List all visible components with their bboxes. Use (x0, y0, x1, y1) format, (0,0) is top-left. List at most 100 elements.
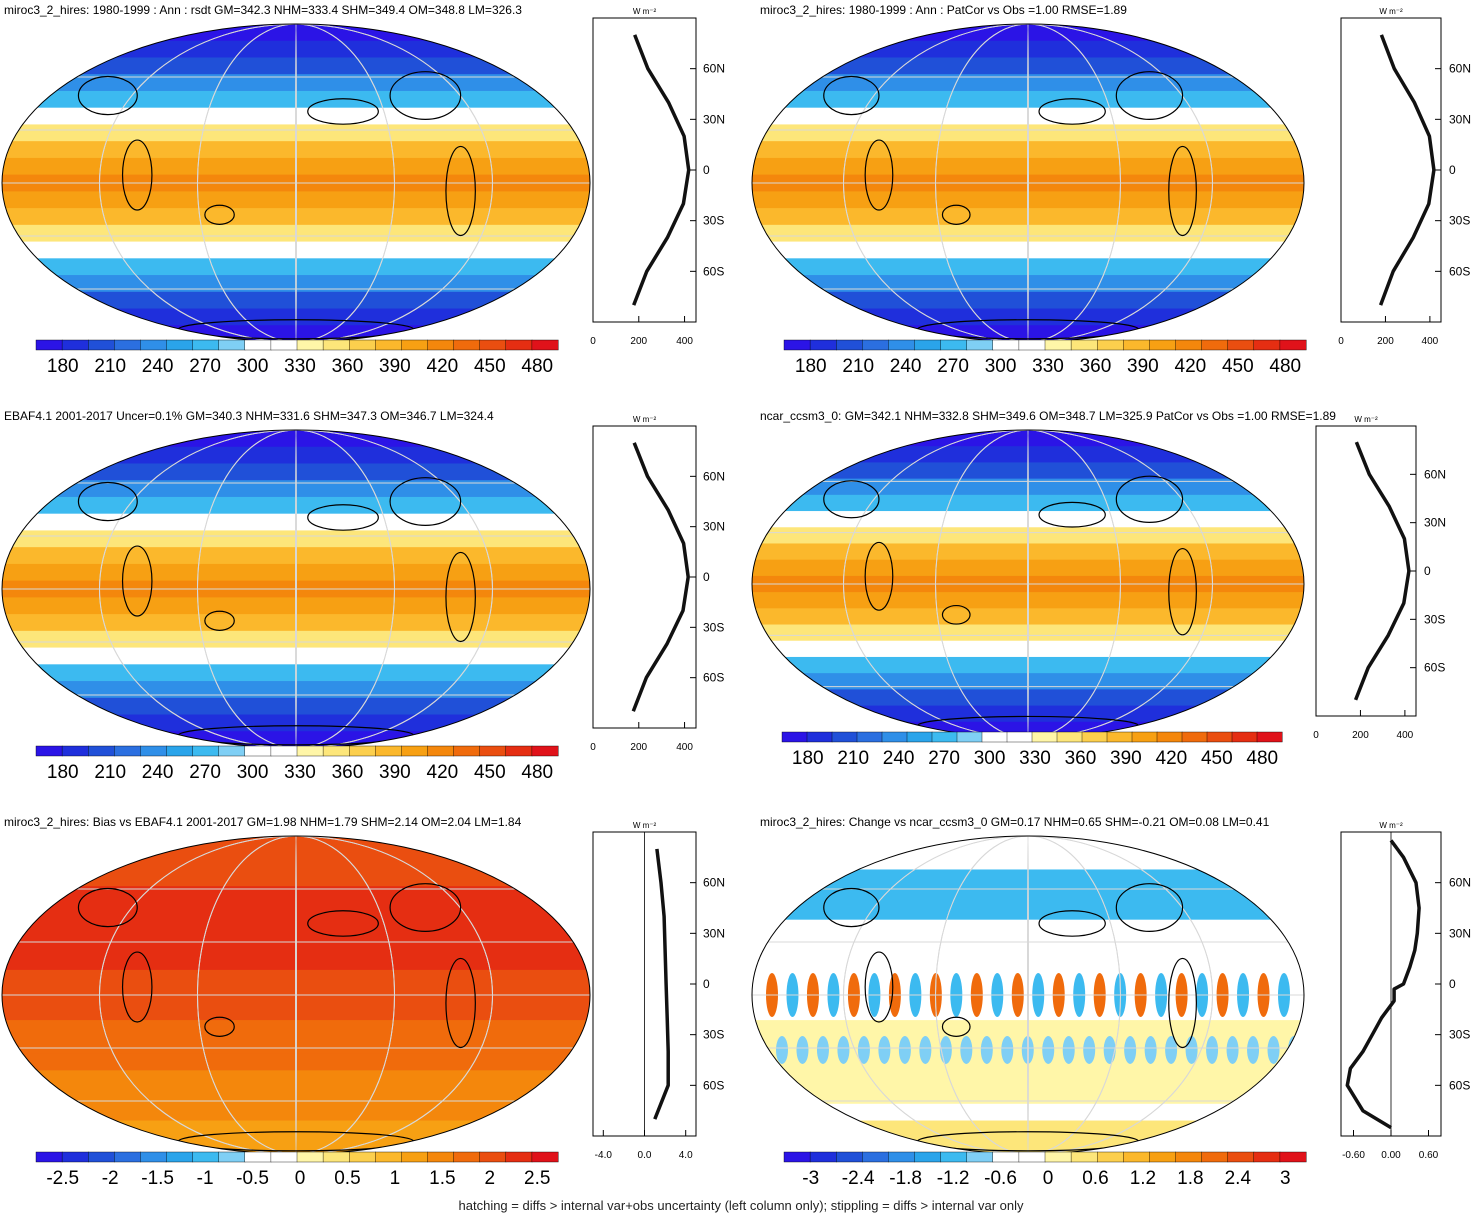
panel-p3: EBAF4.1 2001-2017 Uncer=0.1% GM=340.3 NH… (1, 409, 725, 783)
colorbar-label: 390 (379, 762, 411, 783)
colorbar-swatch (296, 1151, 324, 1163)
colorbar-swatch (166, 745, 194, 757)
colorbar-swatch (1123, 339, 1150, 351)
zonal-profile: W m⁻² 0 200 400 60N 30N 0 30S 60S (590, 7, 725, 347)
profile-lat-label: 30S (1449, 1028, 1470, 1042)
colorbar-swatch (1279, 339, 1307, 351)
colorbar-label: 210 (94, 762, 126, 783)
profile-xtick-label: 200 (630, 742, 647, 753)
graticule-lon (843, 24, 1213, 342)
colorbar-swatch (1253, 1151, 1281, 1163)
colorbar-label: 450 (474, 356, 506, 377)
colorbar-label: 1.2 (1130, 1168, 1156, 1189)
colorbar-swatch (1070, 339, 1098, 351)
colorbar-swatch (809, 1151, 837, 1163)
colorbar-label: 390 (379, 356, 411, 377)
profile-lat-label: 0 (703, 570, 710, 584)
colorbar-swatch (956, 731, 983, 743)
profile-lat-label: 60N (1449, 62, 1471, 76)
profile-lat-label: 0 (1449, 163, 1456, 177)
colorbar-label: -2.5 (46, 1168, 79, 1189)
graticule-lon (99, 836, 493, 1154)
colorbar-swatch (35, 1151, 63, 1163)
colorbar-swatch (244, 339, 272, 351)
colorbar-swatch (940, 339, 968, 351)
profile-lat-label: 60S (1449, 1078, 1470, 1092)
colorbar-label: 480 (521, 762, 553, 783)
colorbar-swatch (35, 745, 63, 757)
map-anomaly (980, 1036, 993, 1064)
colorbar-swatch (479, 339, 507, 351)
colorbar-label: -1 (197, 1168, 214, 1189)
colorbar-swatch (783, 339, 811, 351)
continent-outline (1038, 501, 1106, 528)
graticule-lon (295, 836, 297, 1154)
profile-units: W m⁻² (1354, 415, 1378, 424)
colorbar-label: -2.4 (842, 1168, 875, 1189)
profile-lat-label: 0 (1424, 564, 1431, 578)
colorbar-label: 2.4 (1225, 1168, 1252, 1189)
profile-xtick-label: 0.60 (1419, 1150, 1439, 1161)
continent-outline (307, 98, 379, 125)
graticule-lon (1027, 24, 1029, 342)
colorbar-swatch (453, 745, 481, 757)
colorbar-swatch (1044, 339, 1072, 351)
graticule-lon (935, 430, 1121, 738)
zonal-profile: W m⁻² 0 200 400 60N 30N 0 30S 60S (1338, 7, 1471, 347)
colorbar-swatch (375, 339, 402, 351)
colorbar-swatch (270, 339, 298, 351)
colorbar-label: -1.2 (937, 1168, 970, 1189)
continent-outline (823, 75, 880, 116)
map-field (752, 24, 1304, 342)
map-anomaly (857, 1036, 870, 1064)
map-field (2, 836, 590, 1154)
colorbar-label: 210 (842, 356, 874, 377)
colorbar-swatch (881, 731, 908, 743)
colorbar-swatch (192, 745, 220, 757)
colorbar-label: 2.5 (524, 1168, 550, 1189)
colorbar: -2.5 -2 -1.5 -1 -0.5 0 0.5 1 1.5 2 2.5 (35, 1151, 559, 1189)
colorbar-swatch (270, 745, 298, 757)
colorbar-swatch (35, 339, 63, 351)
continent-outline (1168, 145, 1197, 237)
colorbar-label: 270 (937, 356, 969, 377)
colorbar-label: 180 (795, 356, 827, 377)
continent-outline (445, 957, 476, 1049)
colorbar-swatch (966, 339, 994, 351)
colorbar-label: 0 (295, 1168, 306, 1189)
colorbar-label: 240 (142, 356, 174, 377)
panel-title: miroc3_2_hires: Bias vs EBAF4.1 2001-201… (4, 815, 522, 829)
profile-line (653, 848, 670, 1120)
continent-outline (204, 1016, 235, 1037)
colorbar-swatch (1018, 1151, 1046, 1163)
colorbar-swatch (505, 1151, 533, 1163)
profile-lat-label: 30S (703, 620, 724, 634)
colorbar-swatch (1227, 339, 1255, 351)
colorbar-label: 1.8 (1177, 1168, 1203, 1189)
zonal-profile: W m⁻² -0.60 0.00 0.60 60N 30N 0 30S 60S (1340, 821, 1471, 1161)
colorbar-label: 210 (837, 748, 869, 769)
colorbar-label: 390 (1127, 356, 1159, 377)
colorbar-swatch (87, 1151, 115, 1163)
graticule-lon (99, 430, 493, 748)
profile-xtick-label: 400 (676, 336, 693, 347)
colorbar-swatch (888, 1151, 916, 1163)
colorbar-label: 330 (1019, 748, 1051, 769)
continent-outline (307, 910, 379, 937)
colorbar-swatch (87, 745, 115, 757)
continent-outline (204, 204, 235, 225)
colorbar-swatch (427, 1151, 455, 1163)
colorbar-swatch (806, 731, 833, 743)
colorbar-label: -0.5 (236, 1168, 269, 1189)
colorbar-label: 2 (485, 1168, 496, 1189)
continent-outline (1168, 547, 1197, 636)
colorbar-label: 240 (890, 356, 922, 377)
continent-outline (389, 477, 462, 526)
colorbar-swatch (862, 1151, 889, 1163)
colorbar-swatch (966, 1151, 994, 1163)
colorbar-swatch (856, 731, 883, 743)
colorbar-swatch (87, 339, 115, 351)
map-anomaly (919, 1036, 932, 1064)
profile-xtick-label: 4.0 (679, 1150, 693, 1161)
profile-xtick-label: 0 (1313, 730, 1319, 741)
